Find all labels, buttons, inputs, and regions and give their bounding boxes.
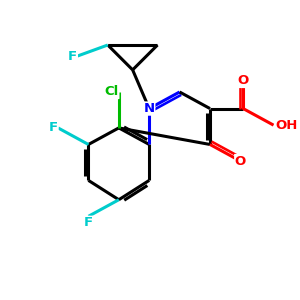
Text: O: O [238, 74, 249, 87]
Text: F: F [84, 216, 93, 229]
Text: Cl: Cl [105, 85, 119, 98]
Text: F: F [68, 50, 77, 63]
Text: N: N [144, 102, 155, 115]
Text: O: O [235, 154, 246, 168]
Text: F: F [49, 122, 58, 134]
Text: OH: OH [275, 118, 297, 132]
